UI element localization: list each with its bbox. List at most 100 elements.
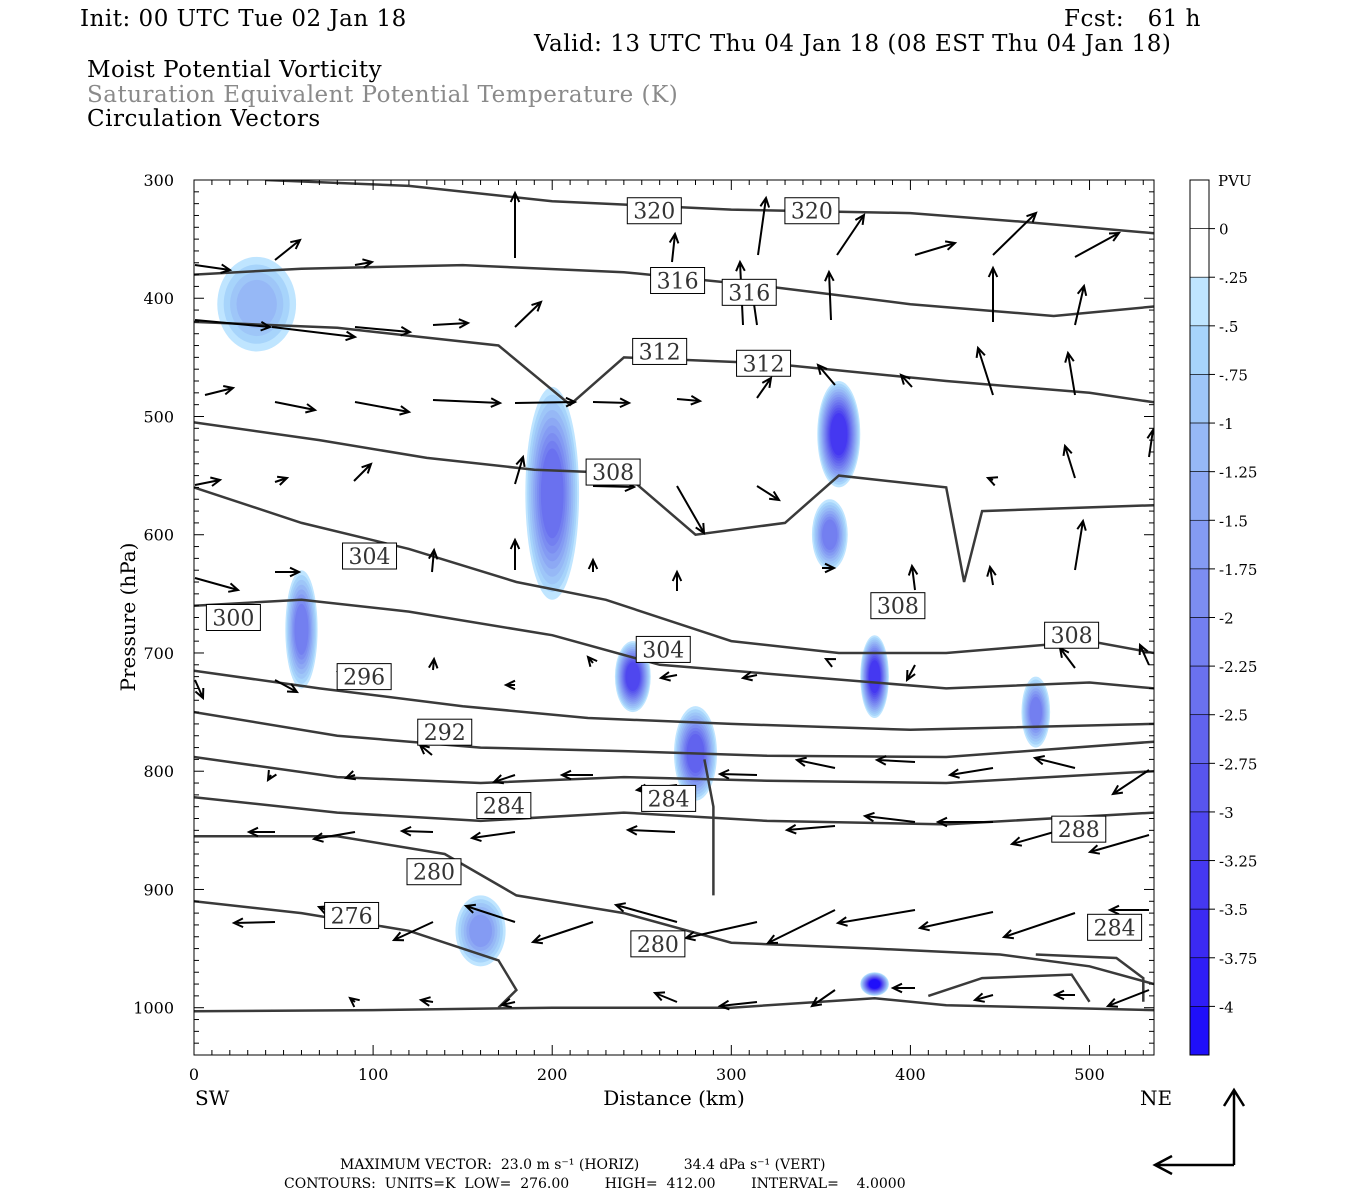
max-vector-note: MAXIMUM VECTOR: 23.0 m s⁻¹ (HORIZ) 34.4 … (340, 1157, 826, 1173)
circulation-vector (740, 671, 758, 682)
contour-label-text: 284 (648, 787, 690, 812)
circulation-vector (1074, 518, 1087, 571)
y-tick-label: 400 (143, 289, 174, 308)
x-end-label-left: SW (195, 1086, 230, 1110)
colorbar-swatch (1189, 228, 1210, 278)
contour-label: 312 (736, 349, 792, 377)
circulation-vector (271, 326, 358, 342)
theta-es-contour (194, 710, 1154, 759)
pv-colorbar: 0 -.25 -.5 -.75 -1 -1.25 -1.5 -1.75 -2 -2.25 -2.5 -… (1189, 179, 1257, 1056)
pv-shade-level (868, 660, 881, 694)
circulation-vector (816, 363, 836, 386)
y-tick-label: 500 (143, 407, 174, 426)
y-tick-label: 900 (143, 880, 174, 899)
theta-es-contour (927, 973, 1091, 1003)
contour-label-box (870, 592, 926, 620)
circulation-vector (987, 265, 999, 322)
pv-shade-level (869, 979, 881, 989)
contour-label-text: 280 (413, 861, 455, 886)
y-axis-label: Pressure (hPa) (116, 543, 140, 692)
circulation-vector (274, 475, 290, 486)
circulation-vector (765, 909, 836, 945)
contour-label-box (784, 197, 840, 225)
circulation-vector (353, 462, 373, 482)
pv-blob (455, 895, 506, 967)
contour-label-box (476, 792, 532, 820)
colorbar-swatch (1189, 1006, 1210, 1056)
circulation-vector (985, 476, 999, 487)
circulation-vector (1138, 642, 1150, 666)
colorbar-label: -3.25 (1219, 853, 1257, 871)
contour-label-text: 308 (592, 461, 634, 486)
circulation-vector (652, 991, 678, 1003)
circulation-vector (428, 547, 439, 573)
contour-label-text: 280 (637, 933, 679, 958)
contour-label: 320 (784, 197, 840, 225)
x-tick-label: 300 (716, 1065, 747, 1084)
contour-label-text: 316 (728, 281, 770, 306)
circulation-vector (757, 195, 771, 256)
circulation-vector (194, 577, 241, 593)
circulation-vector (1001, 912, 1076, 940)
circulation-vector (890, 982, 915, 994)
colorbar-label: -1.25 (1219, 464, 1257, 482)
circulation-vector (275, 566, 302, 578)
colorbar-swatch (1189, 763, 1210, 813)
x-tick-label: 200 (537, 1065, 568, 1084)
circulation-vector (348, 996, 360, 1008)
contour-label-box (630, 930, 686, 958)
y-tick-label: 800 (143, 762, 174, 781)
x-tick-label: 500 (1074, 1065, 1105, 1084)
contour-label: 308 (1044, 621, 1100, 649)
circulation-vector (311, 831, 356, 843)
pv-blob (285, 570, 318, 689)
theta-es-contour (265, 180, 1154, 235)
circulation-vector (509, 537, 521, 570)
circulation-vector (1062, 443, 1076, 479)
theta-es-contour (194, 421, 1154, 583)
circulation-vector (399, 825, 434, 837)
contour-label-box (632, 337, 688, 365)
circulation-vector (418, 743, 433, 756)
y-tick-label: 300 (143, 171, 174, 190)
circulation-vector (428, 656, 439, 671)
theta-es-contour (703, 759, 715, 896)
circulation-vector (194, 319, 273, 332)
x-tick-label: 100 (358, 1065, 389, 1084)
contour-label: 320 (626, 197, 682, 225)
contour-note: CONTOURS: UNITS=K LOW= 276.00 HIGH= 412.… (284, 1176, 906, 1192)
theta-es-contour (194, 598, 1154, 690)
theta-es-contour (194, 996, 1154, 1013)
contour-label-box (721, 278, 777, 306)
circulation-vector (1074, 231, 1122, 258)
circulation-vector (231, 917, 276, 929)
colorbar-label: -4 (1219, 998, 1234, 1016)
circulation-vector (432, 397, 503, 408)
circulation-vector (354, 258, 375, 269)
y-tick-label: 1000 (133, 999, 174, 1018)
circulation-vector (354, 326, 413, 337)
circulation-vector (625, 825, 676, 836)
circulation-vector (274, 238, 302, 261)
contour-label: 292 (417, 718, 473, 746)
colorbar-swatch (1189, 276, 1210, 327)
pv-blob (860, 972, 889, 996)
contour-label: 304 (635, 635, 691, 663)
circulation-vector (391, 921, 434, 942)
reference-vector (1152, 1087, 1246, 1176)
contour-label-box (324, 901, 380, 929)
circulation-vector (469, 831, 516, 843)
contour-label: 276 (324, 901, 380, 929)
contour-label-box (417, 718, 473, 746)
colorbar-swatch (1189, 860, 1210, 910)
x-axis-label: Distance (km) (603, 1086, 745, 1110)
pv-shade-level (540, 448, 564, 539)
x-end-label-right: NE (1140, 1086, 1172, 1110)
circulation-vector (586, 655, 598, 667)
theta-es-contour (194, 669, 1154, 732)
contour-label: 316 (721, 278, 777, 306)
contour-label: 308 (585, 458, 641, 486)
contour-label-text: 284 (1094, 916, 1136, 941)
contour-label-text: 312 (743, 352, 785, 377)
circulation-vector (1064, 350, 1076, 396)
